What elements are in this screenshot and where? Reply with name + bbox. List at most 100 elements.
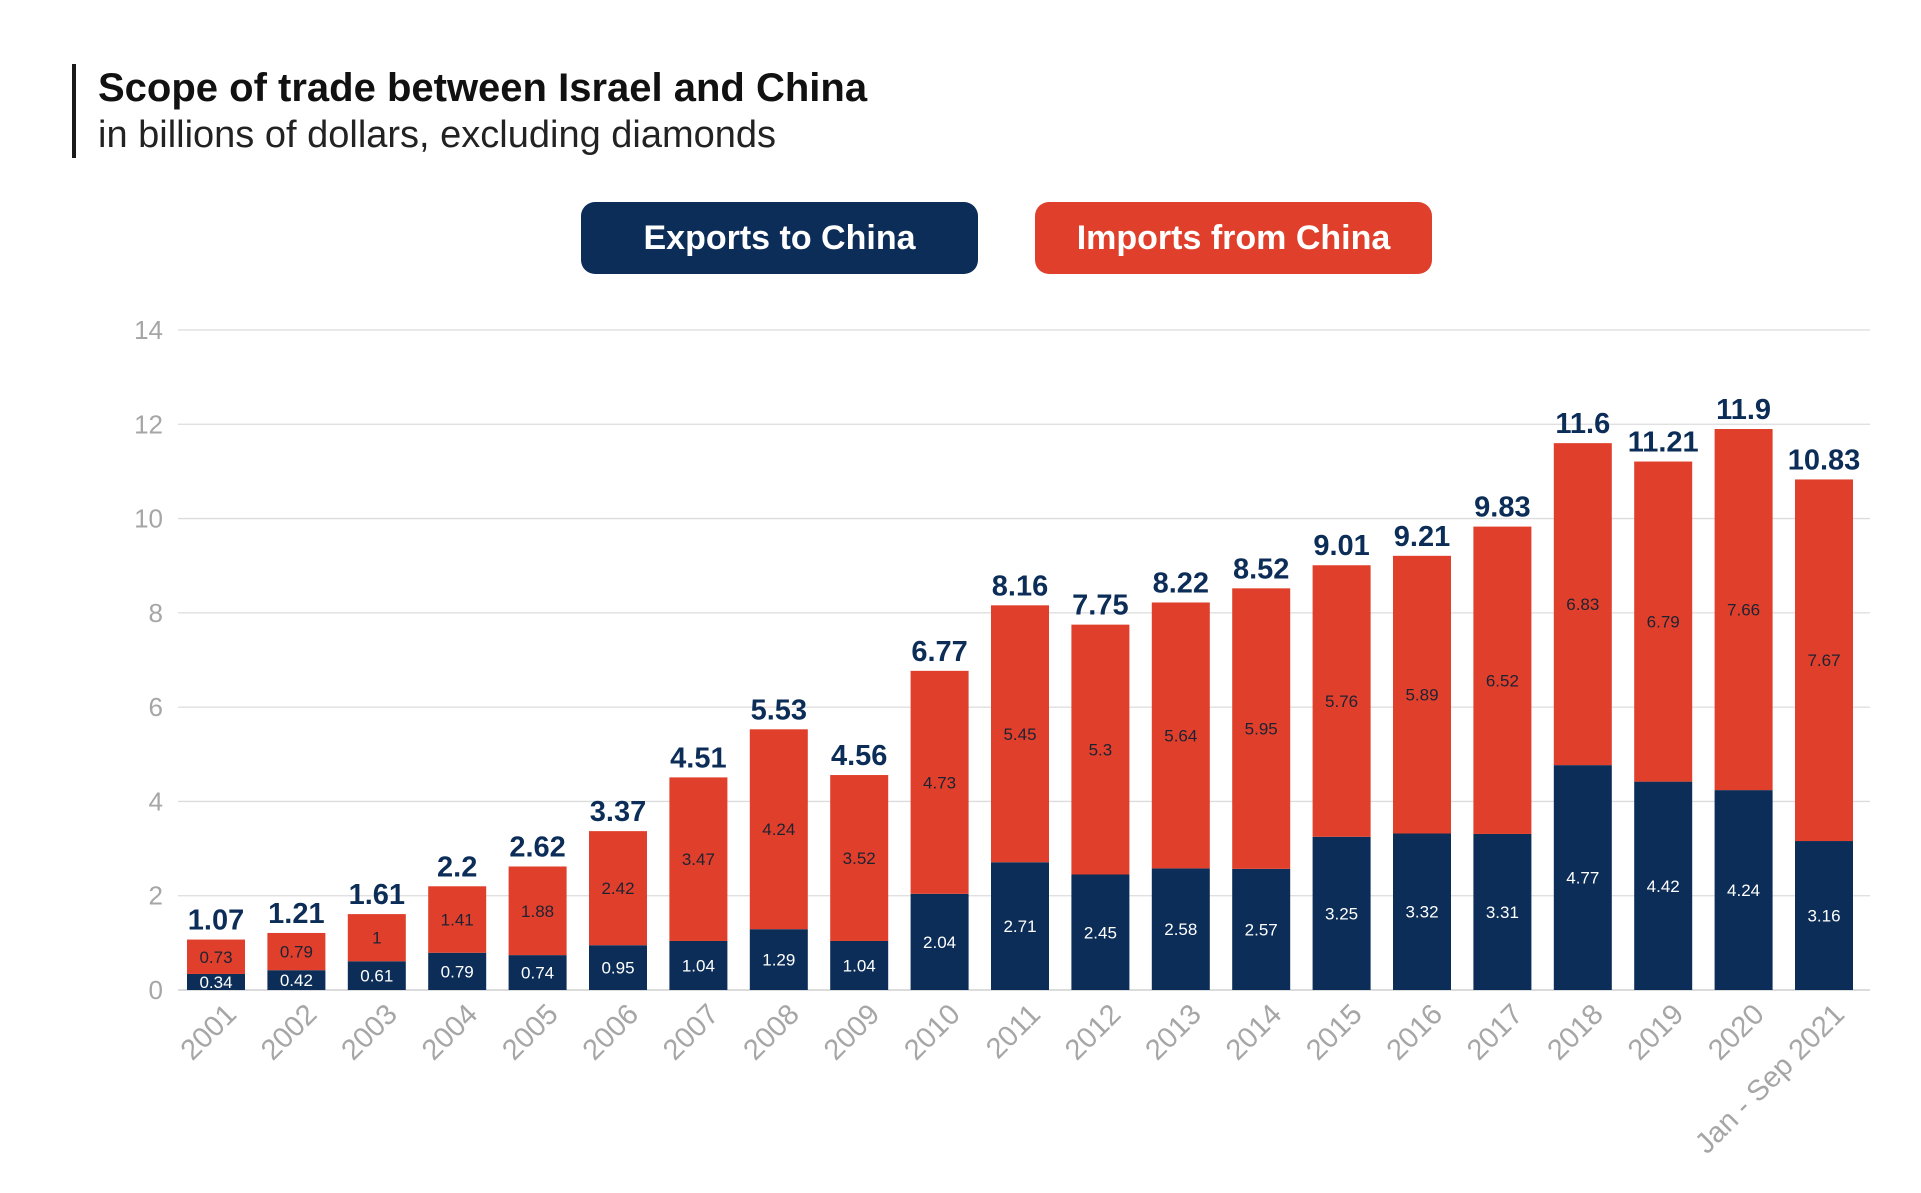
- label-imports-2020: 7.66: [1727, 601, 1760, 620]
- y-tick-label-8: 8: [149, 598, 163, 628]
- bar-imports-2001: [187, 939, 245, 974]
- bar-imports-2006: [589, 831, 647, 946]
- bar-exports-2012: [1071, 874, 1130, 990]
- x-tick-label-2018: 2018: [1542, 998, 1610, 1066]
- bar-exports-2007: [669, 940, 728, 990]
- bar-imports-2018: [1553, 443, 1612, 766]
- label-imports-2012: 5.3: [1089, 741, 1113, 760]
- x-tick-label-2015: 2015: [1300, 998, 1368, 1066]
- bar-imports-2015: [1312, 565, 1371, 837]
- bar-imports-2002: [267, 932, 326, 971]
- label-imports-2008: 4.24: [762, 820, 795, 839]
- label-total-2007: 4.51: [670, 742, 726, 774]
- label-total-2018: 11.6: [1555, 408, 1610, 440]
- y-tick-label-6: 6: [149, 692, 163, 722]
- label-exports-2014: 2.57: [1245, 920, 1278, 939]
- x-tick-label-2019: 2019: [1622, 998, 1690, 1066]
- bar-exports-2003: [347, 961, 406, 990]
- label-total-2013: 8.22: [1153, 567, 1209, 599]
- bar-exports-2018: [1553, 765, 1612, 990]
- bar-imports-2013: [1151, 602, 1210, 869]
- label-exports-2015: 3.25: [1325, 904, 1358, 923]
- x-tick-label-2006: 2006: [577, 998, 645, 1066]
- bar-exports-2020: [1714, 790, 1773, 990]
- bar-exports-Jan---Sep-2021: [1795, 841, 1853, 990]
- label-exports-2003: 0.61: [360, 967, 393, 986]
- bar-imports-2007: [669, 777, 728, 941]
- x-tick-label-2012: 2012: [1059, 998, 1127, 1066]
- x-tick-label-2003: 2003: [336, 998, 404, 1066]
- chart-title: Scope of trade between Israel and China: [98, 66, 868, 110]
- label-imports-2018: 6.83: [1566, 595, 1599, 614]
- label-total-2014: 8.52: [1233, 553, 1289, 585]
- label-exports-2004: 0.79: [441, 962, 474, 981]
- label-exports-2018: 4.77: [1566, 869, 1599, 888]
- label-exports-2012: 2.45: [1084, 923, 1117, 942]
- y-tick-label-14: 14: [134, 315, 163, 345]
- label-exports-2013: 2.58: [1164, 920, 1197, 939]
- x-tick-label-2011: 2011: [980, 998, 1047, 1065]
- label-exports-2007: 1.04: [682, 956, 715, 975]
- bar-exports-2016: [1393, 833, 1451, 990]
- bar-imports-2017: [1473, 526, 1532, 834]
- x-tick-label-2002: 2002: [255, 998, 323, 1066]
- label-exports-2002: 0.42: [280, 971, 313, 990]
- bar-imports-2019: [1634, 461, 1693, 782]
- x-tick-label-2004: 2004: [416, 998, 484, 1066]
- y-tick-label-10: 10: [134, 504, 163, 534]
- x-tick-label-2009: 2009: [818, 998, 886, 1066]
- label-total-2017: 9.83: [1474, 492, 1530, 524]
- bar-imports-2011: [991, 605, 1049, 863]
- bar-exports-2015: [1312, 836, 1371, 990]
- label-imports-2007: 3.47: [682, 850, 715, 869]
- bar-exports-2017: [1473, 833, 1532, 990]
- label-total-2012: 7.75: [1072, 590, 1128, 622]
- bar-imports-2008: [749, 729, 808, 930]
- label-exports-2010: 2.04: [923, 933, 956, 952]
- legend-imports: Imports from China: [1035, 202, 1432, 274]
- label-exports-2006: 0.95: [601, 959, 634, 978]
- bar-exports-2011: [991, 862, 1049, 990]
- label-exports-2001: 0.34: [199, 973, 232, 992]
- label-total-2016: 9.21: [1394, 521, 1450, 553]
- y-tick-label-0: 0: [149, 975, 163, 1005]
- bar-imports-2014: [1232, 588, 1291, 869]
- x-tick-label-2001: 2001: [175, 998, 243, 1066]
- chart-subtitle: in billions of dollars, excluding diamon…: [98, 114, 777, 156]
- label-total-2020: 11.9: [1716, 394, 1771, 426]
- label-imports-2010: 4.73: [923, 773, 956, 792]
- x-tick-label-Jan---Sep-2021: Jan - Sep 2021: [1689, 998, 1851, 1160]
- label-total-2005: 2.62: [509, 831, 565, 863]
- label-total-2001: 1.07: [188, 905, 244, 937]
- label-imports-2014: 5.95: [1245, 720, 1278, 739]
- x-tick-label-2014: 2014: [1220, 998, 1288, 1066]
- label-imports-2004: 1.41: [441, 911, 474, 930]
- bar-imports-2009: [830, 775, 889, 941]
- label-imports-2001: 0.73: [199, 948, 232, 967]
- label-exports-2020: 4.24: [1727, 881, 1760, 900]
- label-exports-2019: 4.42: [1647, 877, 1680, 896]
- label-imports-2005: 1.88: [521, 902, 554, 921]
- label-total-2006: 3.37: [590, 796, 646, 828]
- label-imports-2017: 6.52: [1486, 671, 1519, 690]
- bar-exports-2002: [267, 970, 326, 990]
- label-exports-Jan---Sep-2021: 3.16: [1807, 907, 1840, 926]
- label-exports-2005: 0.74: [521, 964, 554, 983]
- label-exports-2009: 1.04: [843, 956, 876, 975]
- y-tick-label-2: 2: [149, 881, 163, 911]
- label-total-Jan---Sep-2021: 10.83: [1788, 444, 1861, 476]
- x-tick-label-2013: 2013: [1140, 998, 1208, 1066]
- legend-exports: Exports to China: [581, 202, 978, 274]
- x-tick-label-2008: 2008: [738, 998, 806, 1066]
- label-total-2009: 4.56: [831, 740, 887, 772]
- bar-imports-2003: [347, 914, 406, 962]
- label-exports-2008: 1.29: [762, 951, 795, 970]
- label-total-2008: 5.53: [751, 694, 807, 726]
- label-total-2019: 11.21: [1628, 427, 1699, 459]
- label-imports-Jan---Sep-2021: 7.67: [1807, 651, 1840, 670]
- bar-exports-2013: [1151, 868, 1210, 990]
- label-total-2003: 1.61: [349, 879, 405, 911]
- label-total-2010: 6.77: [911, 636, 967, 668]
- x-tick-label-2007: 2007: [657, 998, 725, 1066]
